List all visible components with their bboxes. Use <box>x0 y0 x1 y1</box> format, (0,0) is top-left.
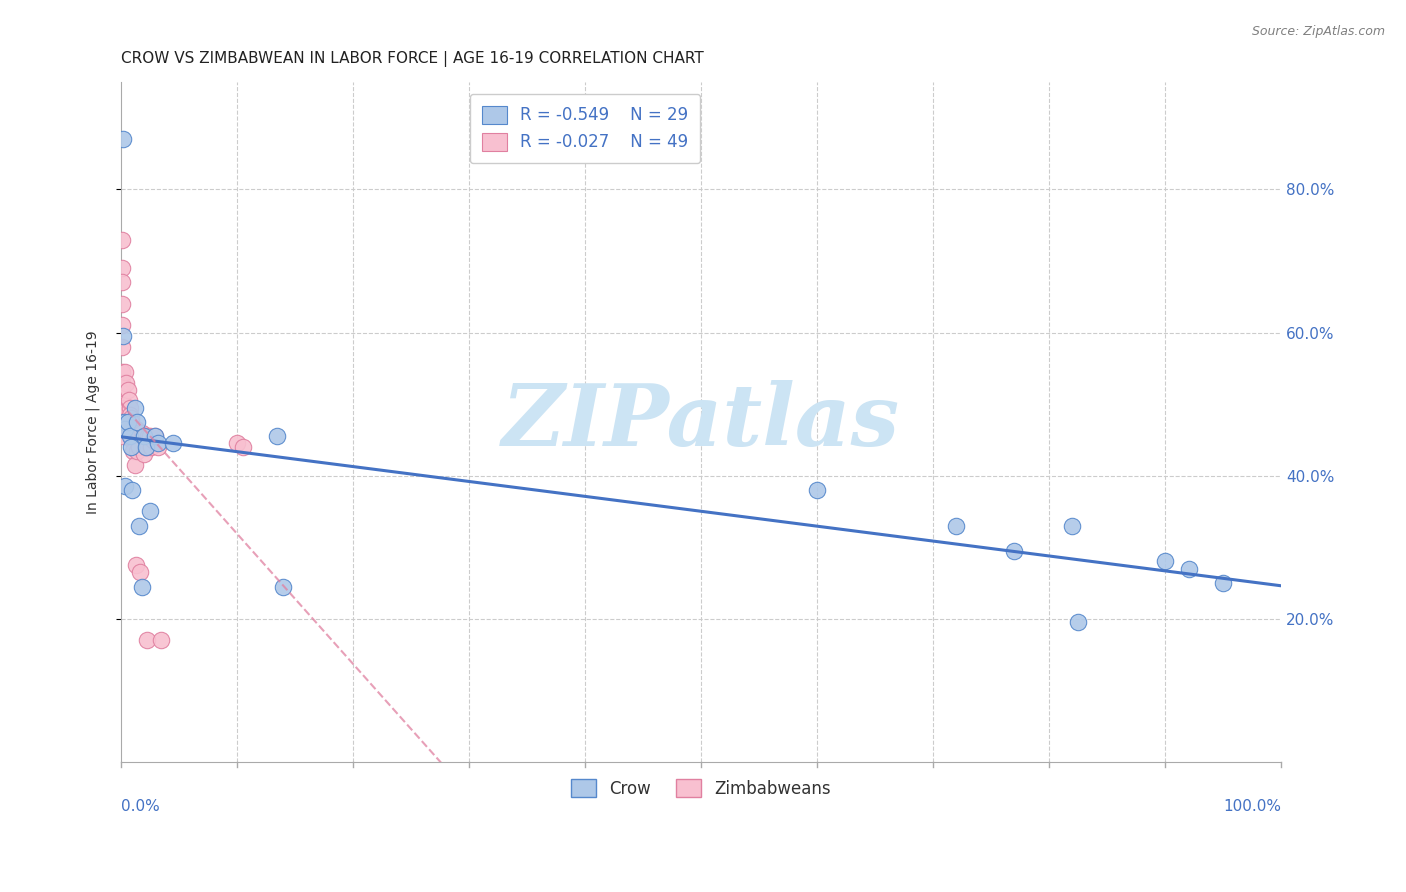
Point <box>136 633 159 648</box>
Point <box>127 425 149 440</box>
Point <box>120 415 142 429</box>
Point <box>1062 518 1084 533</box>
Point <box>124 401 146 415</box>
Point <box>139 440 162 454</box>
Point <box>145 429 167 443</box>
Point <box>111 415 134 429</box>
Point <box>111 390 134 404</box>
Point <box>138 504 160 518</box>
Point <box>111 297 134 311</box>
Point <box>150 633 173 648</box>
Point <box>1002 543 1025 558</box>
Point <box>111 365 134 379</box>
Point <box>125 558 148 572</box>
Point <box>142 433 165 447</box>
Point <box>115 376 138 390</box>
Point <box>138 429 160 443</box>
Point <box>120 440 142 454</box>
Point <box>125 422 148 436</box>
Point <box>118 401 141 415</box>
Point <box>129 565 152 579</box>
Point <box>134 429 156 443</box>
Point <box>138 429 160 443</box>
Text: Source: ZipAtlas.com: Source: ZipAtlas.com <box>1251 25 1385 38</box>
Point <box>114 479 136 493</box>
Point <box>111 397 134 411</box>
Point <box>111 379 134 393</box>
Point <box>132 429 155 443</box>
Point <box>131 580 153 594</box>
Point <box>266 429 288 443</box>
Point <box>945 518 967 533</box>
Point <box>111 329 134 343</box>
Point <box>117 415 139 429</box>
Text: 100.0%: 100.0% <box>1223 799 1281 814</box>
Point <box>114 422 136 436</box>
Point <box>146 436 169 450</box>
Point <box>120 411 142 425</box>
Point <box>111 233 134 247</box>
Point <box>1177 561 1199 575</box>
Point <box>118 393 141 408</box>
Text: CROW VS ZIMBABWEAN IN LABOR FORCE | AGE 16-19 CORRELATION CHART: CROW VS ZIMBABWEAN IN LABOR FORCE | AGE … <box>121 51 703 67</box>
Point <box>111 376 134 390</box>
Point <box>111 261 134 276</box>
Point <box>225 436 247 450</box>
Point <box>135 440 157 454</box>
Point <box>128 440 150 454</box>
Point <box>114 365 136 379</box>
Point <box>1212 576 1234 591</box>
Point <box>128 518 150 533</box>
Point <box>1067 615 1090 630</box>
Point <box>111 276 134 290</box>
Point <box>112 415 135 429</box>
Point <box>121 483 143 497</box>
Point <box>122 443 145 458</box>
Y-axis label: In Labor Force | Age 16-19: In Labor Force | Age 16-19 <box>86 330 100 514</box>
Point <box>145 429 167 443</box>
Point <box>121 429 143 443</box>
Point <box>121 425 143 440</box>
Point <box>131 425 153 440</box>
Point <box>131 429 153 443</box>
Legend: Crow, Zimbabweans: Crow, Zimbabweans <box>564 772 838 805</box>
Point <box>111 132 134 146</box>
Point <box>117 383 139 397</box>
Point <box>111 340 134 354</box>
Text: 0.0%: 0.0% <box>121 799 159 814</box>
Point <box>231 440 253 454</box>
Point <box>118 429 141 443</box>
Point <box>125 443 148 458</box>
Point <box>146 440 169 454</box>
Point <box>111 386 134 401</box>
Point <box>125 415 148 429</box>
Point <box>271 580 294 594</box>
Text: ZIPatlas: ZIPatlas <box>502 380 900 464</box>
Point <box>121 433 143 447</box>
Point <box>111 429 134 443</box>
Point <box>111 401 134 415</box>
Point <box>806 483 828 497</box>
Point <box>135 440 157 454</box>
Point <box>1154 554 1177 568</box>
Point <box>111 318 134 333</box>
Point <box>118 408 141 422</box>
Point <box>124 458 146 472</box>
Point <box>162 436 184 450</box>
Point <box>132 447 155 461</box>
